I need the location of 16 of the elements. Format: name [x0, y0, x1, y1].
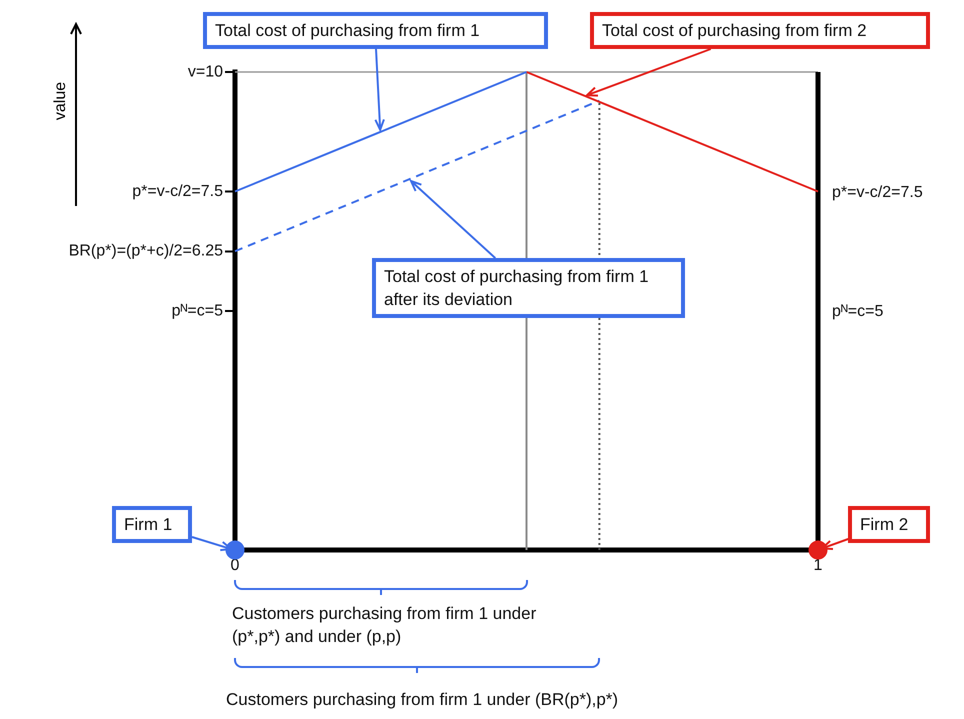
text: pᴺ=c=5 — [832, 302, 884, 322]
y-axis-title: value — [52, 82, 70, 120]
x-tick-label: 0 — [230, 557, 240, 574]
y-tick-label: p*=v-c/2=7.5 — [132, 182, 224, 200]
x-tick-label: 1 — [814, 557, 823, 574]
annotation: Firm 1 — [112, 506, 192, 543]
text: Customers purchasing from firm 1 under (BR(p*),p*) — [226, 689, 620, 711]
annotation: Total cost of purchasing from firm 1 — [203, 12, 548, 49]
y-tick-label: BR(p*)=(p*+c)/2=6.25 — [68, 242, 224, 260]
text: Customers purchasing from firm 1 under (p*,p*) and under (p,p) — [232, 603, 538, 648]
annotation: Total cost of purchasing from firm 1 after its deviation — [372, 258, 685, 318]
annotation: p*=v-c/2=7.5 — [832, 182, 923, 202]
y-tick-label: v=10 — [188, 63, 224, 80]
annotation: Firm 2 — [848, 506, 930, 543]
annotation: Total cost of purchasing from firm 2 — [590, 12, 930, 49]
y-tick-label: pᴺ=c=5 — [172, 302, 224, 320]
